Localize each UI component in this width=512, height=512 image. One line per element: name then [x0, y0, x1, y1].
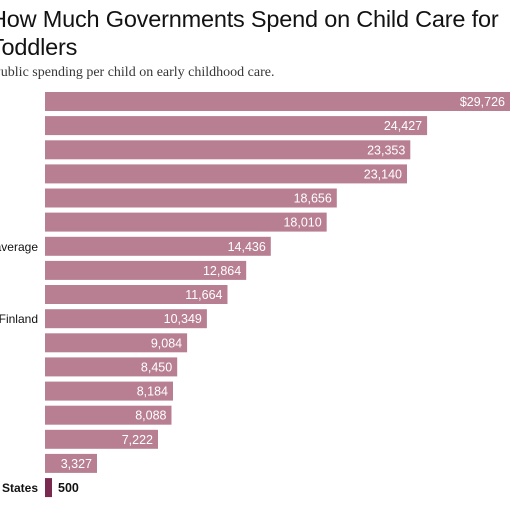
- bar-6: [45, 236, 271, 256]
- value-label-3: 23,140: [364, 167, 402, 181]
- value-label-15: 3,327: [61, 457, 92, 471]
- bar-13: [45, 405, 172, 425]
- bar-8: [45, 285, 228, 304]
- value-label-2: 23,353: [367, 143, 405, 157]
- bar-4: [45, 188, 337, 208]
- value-label-1: 24,427: [384, 119, 422, 133]
- category-label-16: United States: [0, 481, 38, 495]
- bar-15: [45, 453, 97, 473]
- bar-5: [45, 212, 327, 232]
- bar-7: [45, 260, 247, 280]
- bar-2: [45, 140, 411, 160]
- bar-3: [45, 164, 407, 184]
- bar-9: [45, 309, 207, 329]
- value-label-12: 8,184: [137, 385, 168, 399]
- chart-subtitle: Public spending per child on early child…: [0, 65, 275, 80]
- bar-12: [45, 381, 173, 401]
- value-label-7: 12,864: [203, 264, 241, 278]
- bar-16: [45, 478, 52, 498]
- value-label-10: 9,084: [151, 336, 182, 350]
- value-label-5: 18,010: [283, 216, 321, 230]
- bar-14: [45, 429, 158, 449]
- bar-0: [45, 92, 510, 111]
- value-label-14: 7,222: [122, 433, 153, 447]
- value-label-4: 18,656: [294, 192, 332, 206]
- value-label-11: 8,450: [141, 360, 172, 374]
- bar-1: [45, 116, 428, 136]
- value-label-13: 8,088: [135, 409, 166, 423]
- bar-11: [45, 357, 178, 377]
- category-label-6: O.E.C.D. average: [0, 240, 38, 254]
- value-label-16: 500: [58, 481, 79, 495]
- value-label-9: 10,349: [164, 312, 202, 326]
- value-label-6: 14,436: [228, 240, 266, 254]
- value-label-0: $29,726: [460, 95, 505, 109]
- bar-10: [45, 333, 188, 353]
- value-label-8: 11,664: [185, 288, 222, 302]
- chart-title: How Much Governments Spend on Child Care…: [0, 6, 499, 60]
- category-label-9: Finland: [0, 312, 38, 326]
